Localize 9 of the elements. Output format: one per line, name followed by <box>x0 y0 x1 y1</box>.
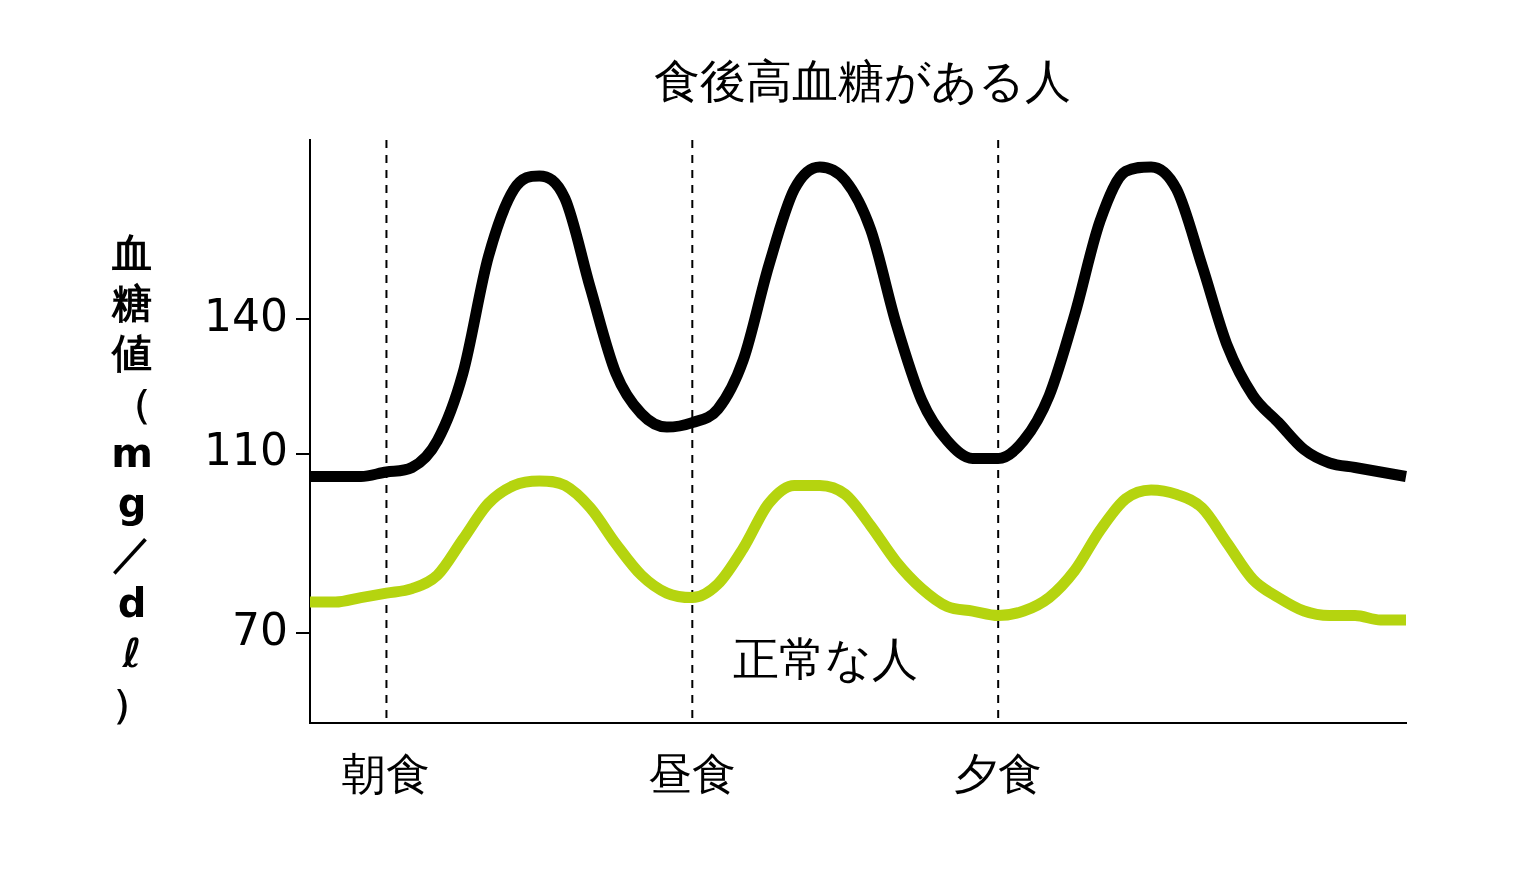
y-tick-label: 140 <box>204 289 288 341</box>
x-tick-label: 夕食 <box>954 748 1043 800</box>
series-label: 食後高血糖がある人 <box>654 53 1072 108</box>
x-tick-label: 昼食 <box>648 748 737 800</box>
text: 血糖値（mg／dℓ） <box>111 230 153 726</box>
y-tick-label: 70 <box>231 603 288 655</box>
series-label: 正常な人 <box>732 632 918 687</box>
x-tick-label: 朝食 <box>342 748 431 800</box>
y-tick-label: 110 <box>204 424 288 476</box>
